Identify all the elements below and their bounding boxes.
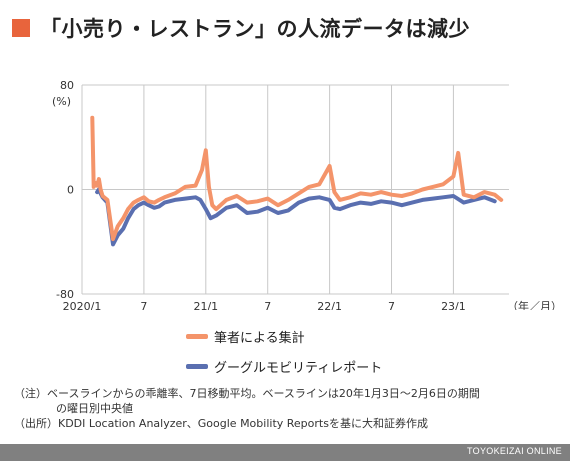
note-line-2: の曜日別中央値 bbox=[56, 402, 133, 415]
source-line: （出所）KDDI Location Analyzer、Google Mobili… bbox=[14, 417, 428, 430]
series-line-筆者による集計 bbox=[90, 115, 504, 242]
line-chart: 80 0 -80 (%) 2020/1 7 21/1 7 22/1 7 23/1 （年／月） bbox=[52, 79, 562, 310]
y-tick-label: -80 bbox=[56, 288, 74, 301]
series-line-グーグルモビリティレポート bbox=[95, 187, 497, 247]
legend-label-author: 筆者による集計 bbox=[214, 330, 305, 346]
chart-title-row: 「小売り・レストラン」の人流データは減少 bbox=[12, 8, 470, 48]
x-tick-label: 7 bbox=[388, 300, 395, 310]
legend-swatch-google bbox=[186, 363, 208, 369]
y-unit-label: (%) bbox=[52, 95, 71, 108]
note-line-1: （注）ベースラインからの乖離率、7日移動平均。ベースラインは20年1月3日〜2月… bbox=[14, 387, 480, 400]
x-tick-label: 7 bbox=[264, 300, 271, 310]
legend-item-google: グーグルモビリティレポート bbox=[186, 355, 382, 377]
title-square-icon bbox=[12, 19, 30, 37]
notes: （注）ベースラインからの乖離率、7日移動平均。ベースラインは20年1月3日〜2月… bbox=[14, 386, 559, 431]
x-axis-label: （年／月） bbox=[507, 299, 562, 310]
legend-swatch-author bbox=[186, 333, 208, 339]
y-tick-label: 0 bbox=[67, 184, 74, 197]
x-tick-label: 7 bbox=[140, 300, 147, 310]
x-tick-label: 23/1 bbox=[441, 300, 466, 310]
footer-bar: TOYOKEIZAI ONLINE bbox=[0, 444, 570, 461]
chart-title: 「小売り・レストラン」の人流データは減少 bbox=[40, 17, 470, 41]
x-tick-label: 21/1 bbox=[193, 300, 218, 310]
legend: 筆者による集計 グーグルモビリティレポート bbox=[186, 325, 382, 377]
footer-brand: TOYOKEIZAI ONLINE bbox=[467, 446, 562, 456]
legend-label-google: グーグルモビリティレポート bbox=[214, 360, 383, 376]
legend-item-author: 筆者による集計 bbox=[186, 325, 382, 347]
x-tick-label: 22/1 bbox=[317, 300, 342, 310]
y-tick-label: 80 bbox=[60, 79, 74, 92]
x-tick-label: 2020/1 bbox=[63, 300, 102, 310]
